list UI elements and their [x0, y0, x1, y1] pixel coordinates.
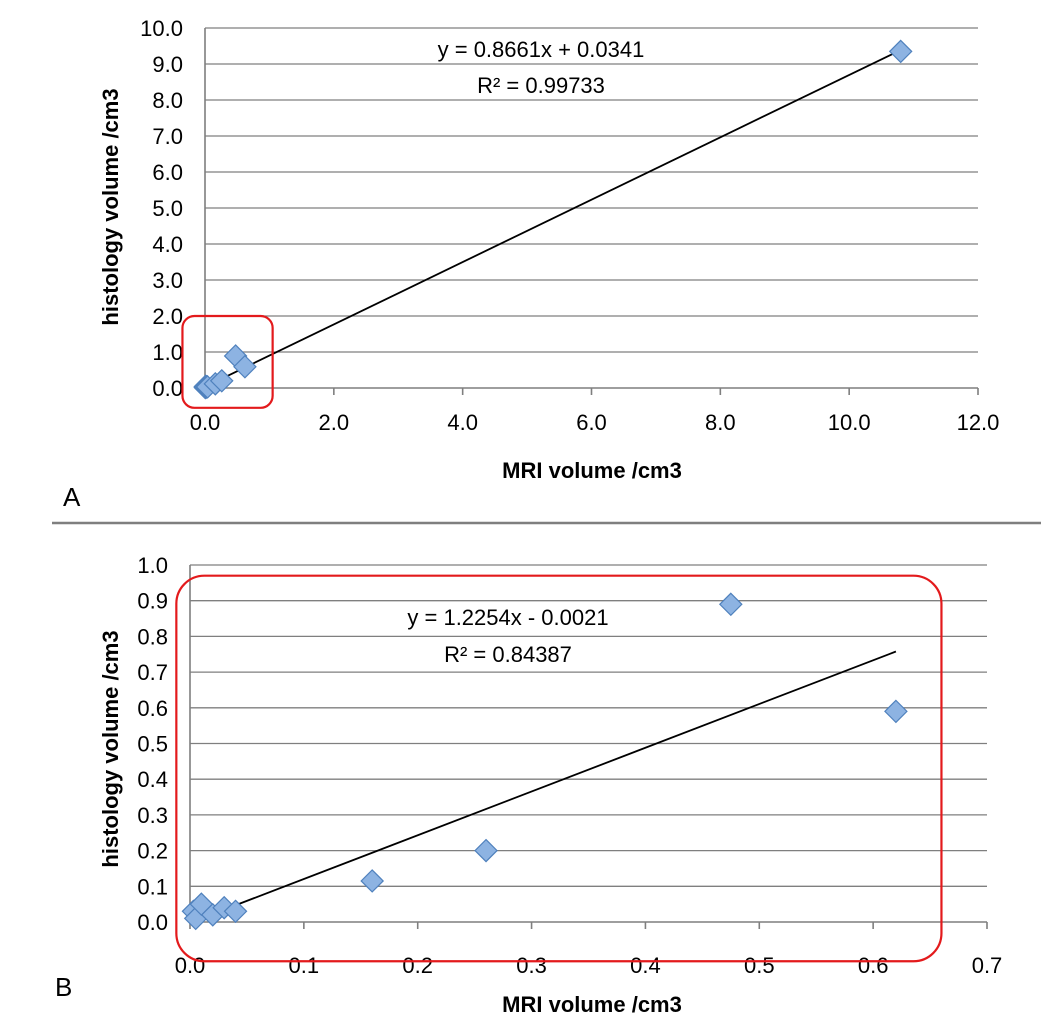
x-tick-label: 0.5	[744, 953, 775, 978]
x-tick-label: 0.7	[972, 953, 1003, 978]
x-tick-label: 12.0	[957, 410, 1000, 435]
y-tick-label: 0.2	[137, 839, 168, 864]
y-tick-label: 10.0	[140, 16, 183, 41]
y-tick-label: 4.0	[152, 232, 183, 257]
y-tick-label: 3.0	[152, 268, 183, 293]
chart-panel-a: 0.0 1.0 2.0 3.0 4.0 5.0 6.0 7.0 8.0 9.0 10.0 0.0 2.0…	[63, 16, 999, 512]
y-tick-label: 1.0	[137, 553, 168, 578]
r-squared-label: R² = 0.84387	[444, 642, 572, 667]
y-tick-label: 9.0	[152, 52, 183, 77]
data-point	[888, 39, 913, 64]
data-point	[360, 869, 385, 893]
x-tick-label: 8.0	[705, 410, 736, 435]
y-tick-label: 0.5	[137, 732, 168, 757]
x-tick-label: 0.6	[858, 953, 889, 978]
x-tick-label: 2.0	[319, 410, 350, 435]
trendline-equation: y = 0.8661x + 0.0341	[438, 37, 645, 62]
data-point	[209, 368, 234, 393]
y-tick-label: 8.0	[152, 88, 183, 113]
y-tick-label: 0.8	[137, 624, 168, 649]
highlight-box	[181, 314, 274, 409]
data-point	[223, 899, 248, 924]
trendline-equation: y = 1.2254x - 0.0021	[407, 605, 608, 630]
y-tick-label: 1.0	[152, 340, 183, 365]
panel-label: B	[55, 972, 72, 1002]
x-tick-label: 0.4	[630, 953, 661, 978]
data-point	[233, 354, 257, 379]
panel-label: A	[63, 482, 81, 512]
y-tick-label: 6.0	[152, 160, 183, 185]
r-squared-label: R² = 0.99733	[477, 73, 605, 98]
y-tick-label: 0.0	[152, 376, 183, 401]
x-tick-label: 0.1	[289, 953, 320, 978]
y-tick-label: 0.3	[137, 803, 168, 828]
y-tick-label: 5.0	[152, 196, 183, 221]
data-point	[884, 699, 908, 724]
trendline	[201, 650, 897, 920]
trendline	[204, 49, 902, 388]
y-tick-label: 0.6	[137, 696, 168, 721]
x-tick-label: 10.0	[828, 410, 871, 435]
y-tick-label: 0.4	[137, 767, 168, 792]
x-axis-title: MRI volume /cm3	[502, 992, 682, 1017]
x-tick-label: 4.0	[447, 410, 478, 435]
data-point	[474, 838, 498, 863]
x-tick-label: 0.3	[516, 953, 547, 978]
y-axis-title: histology volume /cm3	[98, 630, 123, 867]
y-tick-label: 0.0	[137, 910, 168, 935]
y-axis-title: histology volume /cm3	[98, 88, 123, 325]
y-tick-label: 0.9	[137, 589, 168, 614]
y-tick-label: 0.7	[137, 660, 168, 685]
chart-panel-b: 0.00.10.20.30.40.50.60.70.80.91.00.0 0.1 0…	[55, 553, 1002, 1017]
x-tick-label: 0.0	[190, 410, 221, 435]
x-tick-label: 0.2	[402, 953, 433, 978]
x-axis-title: MRI volume /cm3	[502, 458, 682, 483]
y-tick-label: 0.1	[137, 874, 168, 899]
highlight-box	[175, 574, 943, 963]
x-tick-label: 6.0	[576, 410, 607, 435]
y-tick-label: 7.0	[152, 124, 183, 149]
data-point	[718, 592, 743, 617]
y-tick-label: 2.0	[152, 304, 183, 329]
